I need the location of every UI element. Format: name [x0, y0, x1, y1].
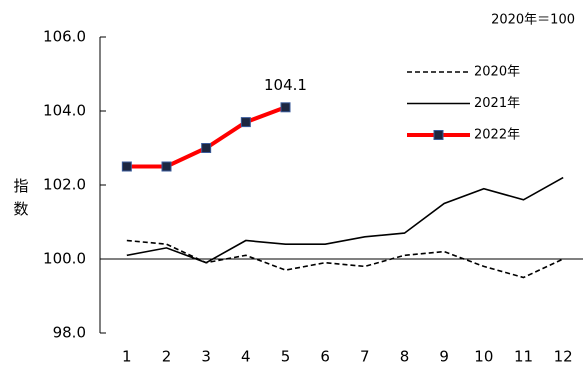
x-tick-label: 1 — [122, 348, 132, 365]
data-label: 104.1 — [264, 76, 307, 94]
x-tick-label: 3 — [201, 348, 211, 365]
marker — [240, 117, 251, 128]
x-tick-label: 4 — [241, 348, 251, 365]
x-tick-label: 10 — [474, 348, 493, 365]
x-tick-label: 11 — [514, 348, 533, 365]
x-tick-label: 7 — [360, 348, 370, 365]
x-tick-label: 9 — [439, 348, 449, 365]
y-tick-label: 100.0 — [43, 250, 86, 268]
legend-label: 2022年 — [474, 128, 520, 143]
marker — [201, 143, 212, 153]
series-line — [126, 105, 287, 169]
legend-label: 2020年 — [474, 65, 520, 80]
legend-marker — [433, 130, 444, 140]
x-tick-label: 6 — [320, 348, 330, 365]
y-tick-label: 102.0 — [43, 176, 86, 194]
x-tick-label: 12 — [554, 348, 573, 365]
y-tick-label: 104.0 — [43, 102, 86, 120]
marker — [280, 102, 291, 113]
marker — [161, 161, 172, 172]
x-tick-label: 5 — [281, 348, 291, 365]
unit-note: 2020年＝100 — [491, 13, 575, 28]
x-tick-label: 8 — [400, 348, 410, 365]
marker — [121, 161, 132, 172]
y-tick-label: 106.0 — [43, 28, 86, 46]
y-tick-label: 98.0 — [53, 324, 86, 342]
x-tick-label: 2 — [162, 348, 172, 365]
y-axis-label: 指数 — [12, 178, 30, 224]
series-line — [126, 176, 564, 264]
legend-label: 2021年 — [474, 96, 520, 111]
